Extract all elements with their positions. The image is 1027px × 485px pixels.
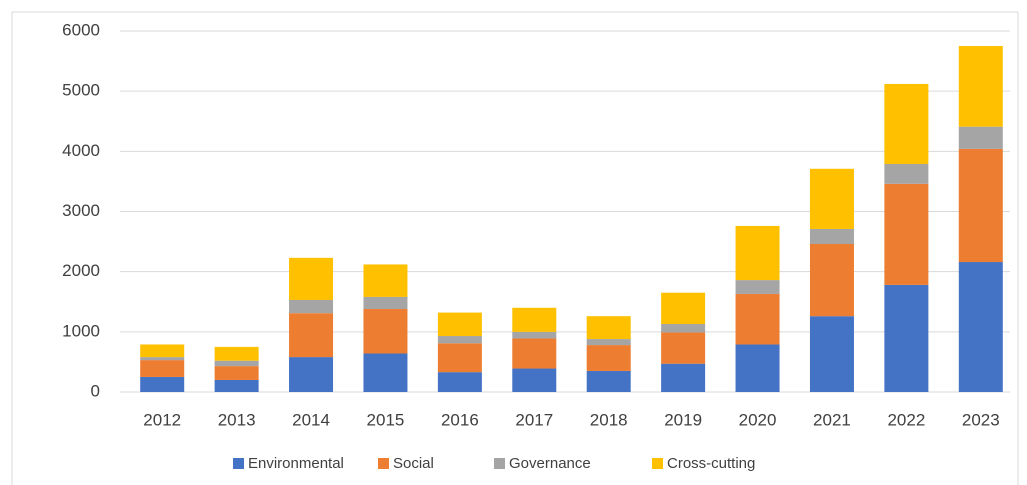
- legend-swatch: [652, 458, 663, 469]
- bar-segment: [809, 316, 854, 392]
- bar-segment: [661, 324, 706, 333]
- bar-segment: [661, 332, 706, 364]
- bar-segment: [586, 316, 631, 340]
- bar-segment: [958, 262, 1003, 392]
- x-tick-label: 2018: [590, 410, 628, 429]
- x-tick-label: 2019: [664, 410, 702, 429]
- bar-segment: [958, 46, 1003, 127]
- x-tick-label: 2017: [515, 410, 553, 429]
- bar-segment: [214, 379, 259, 392]
- bar-segment: [363, 296, 408, 309]
- bar-segment: [437, 343, 482, 373]
- legend-swatch: [378, 458, 389, 469]
- legend-swatch: [494, 458, 505, 469]
- legend-swatch: [233, 458, 244, 469]
- legend-label: Environmental: [248, 455, 344, 472]
- bar-segment: [884, 83, 929, 164]
- bar-segment: [661, 363, 706, 392]
- y-tick-label: 1000: [62, 321, 100, 340]
- x-tick-label: 2020: [739, 410, 777, 429]
- bar-segment: [512, 307, 557, 332]
- bar-segment: [214, 366, 259, 380]
- bar-segment: [289, 357, 334, 392]
- legend-label: Cross-cutting: [667, 455, 755, 472]
- bar-segment: [735, 293, 780, 345]
- bar-segment: [586, 339, 631, 346]
- x-tick-label: 2012: [143, 410, 181, 429]
- bar-segment: [884, 163, 929, 184]
- bar-segment: [363, 353, 408, 392]
- x-tick-label: 2023: [962, 410, 1000, 429]
- legend: Environmental Social Governance Cross-cutti…: [233, 455, 755, 472]
- x-tick-label: 2021: [813, 410, 851, 429]
- bar-segment: [289, 257, 334, 300]
- legend-label: Social: [393, 455, 434, 472]
- x-tick-label: 2015: [367, 410, 405, 429]
- bar-segment: [809, 228, 854, 244]
- y-tick-label: 3000: [62, 201, 100, 220]
- bar-segment: [512, 368, 557, 392]
- x-tick-label: 2014: [292, 410, 330, 429]
- bar-segment: [289, 313, 334, 358]
- x-tick-label: 2013: [218, 410, 256, 429]
- bar-segment: [363, 264, 408, 297]
- bar-segment: [289, 299, 334, 314]
- bar-segment: [140, 360, 185, 377]
- bar-segment: [512, 331, 557, 339]
- bar-segment: [437, 372, 482, 392]
- bar-segment: [437, 336, 482, 344]
- bar-segment: [958, 148, 1003, 263]
- bar-segment: [140, 344, 185, 358]
- bar-segment: [512, 338, 557, 369]
- x-tick-label: 2022: [887, 410, 925, 429]
- bar-segment: [214, 346, 259, 361]
- bar-segment: [214, 360, 259, 367]
- bar-segment: [437, 312, 482, 337]
- bar-segment: [586, 345, 631, 371]
- bar-segment: [958, 126, 1003, 149]
- y-tick-label: 0: [91, 381, 100, 400]
- bar-segment: [809, 243, 854, 317]
- bar-segment: [884, 284, 929, 392]
- y-tick-label: 2000: [62, 261, 100, 280]
- bar-segment: [809, 168, 854, 229]
- bar-segment: [586, 370, 631, 392]
- bar-segment: [735, 225, 780, 281]
- bar-segment: [884, 183, 929, 285]
- y-tick-label: 6000: [62, 20, 100, 39]
- bar-segment: [140, 376, 185, 392]
- y-tick-label: 4000: [62, 141, 100, 160]
- bar-segment: [735, 280, 780, 294]
- bar-segment: [735, 344, 780, 392]
- bar-segment: [140, 357, 185, 361]
- bar-segment: [363, 308, 408, 354]
- bar-segment: [661, 292, 706, 325]
- y-tick-label: 5000: [62, 81, 100, 100]
- x-tick-label: 2016: [441, 410, 479, 429]
- legend-label: Governance: [509, 455, 591, 472]
